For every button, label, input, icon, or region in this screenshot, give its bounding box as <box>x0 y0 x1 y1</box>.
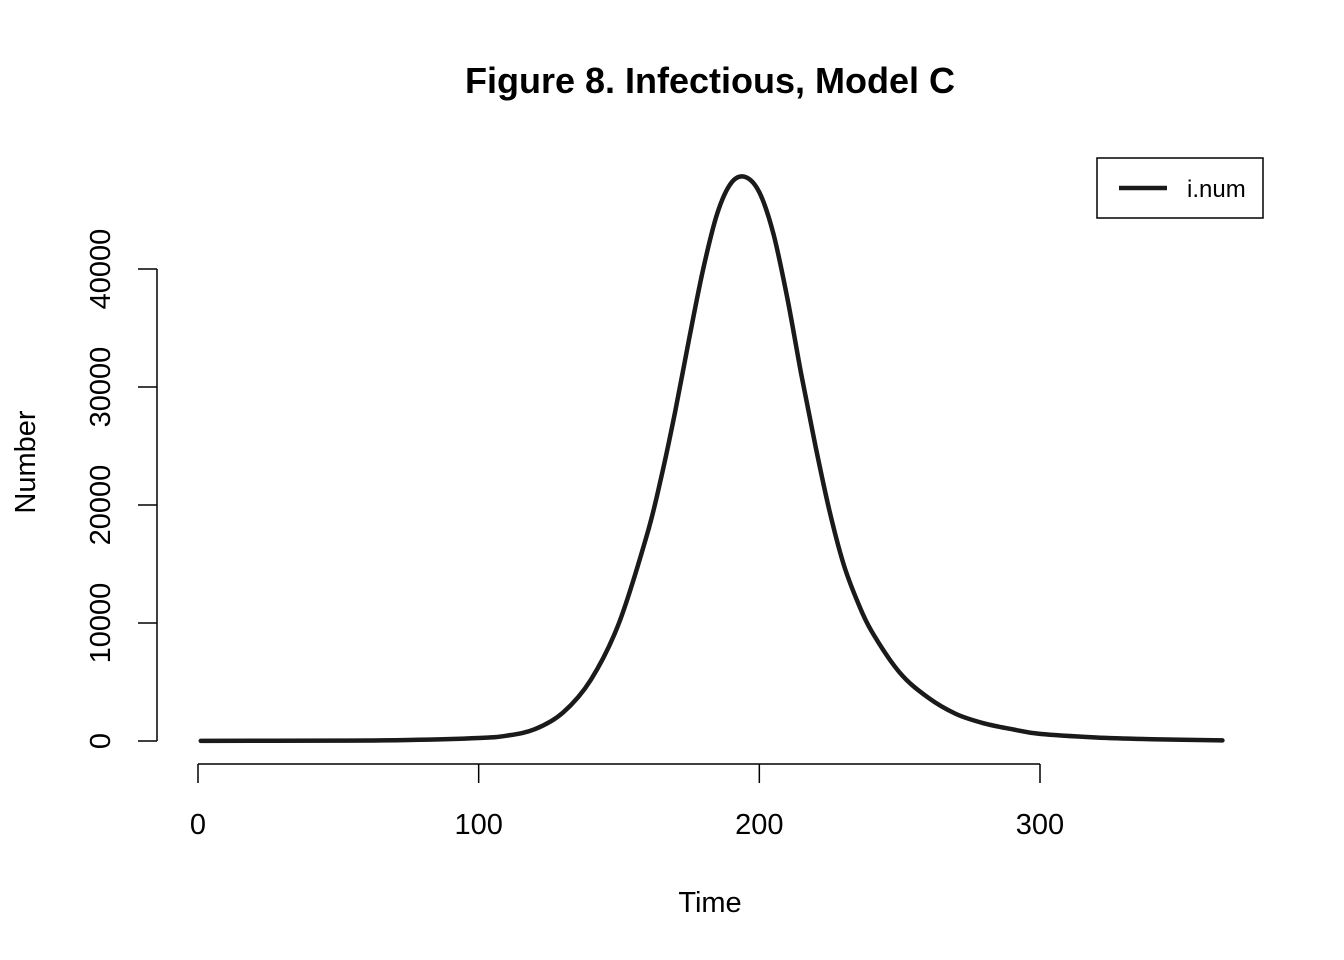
chart-title: Figure 8. Infectious, Model C <box>465 60 955 101</box>
y-tick-label: 10000 <box>85 583 117 664</box>
legend-label-i-num: i.num <box>1187 176 1246 203</box>
x-axis: 0 100 200 300 <box>190 763 1064 841</box>
x-tick-label: 0 <box>190 809 206 841</box>
x-tick-label: 200 <box>735 809 783 841</box>
y-axis-label: Number <box>10 410 42 513</box>
x-axis-label: Time <box>678 887 741 919</box>
y-tick-label: 0 <box>85 733 117 749</box>
x-tick-label: 300 <box>1016 809 1064 841</box>
y-tick-label: 40000 <box>85 229 117 310</box>
y-axis: 0 10000 20000 30000 40000 <box>85 229 158 749</box>
series-layer <box>198 174 1225 744</box>
series-line-i-num <box>198 174 1225 744</box>
y-tick-label: 20000 <box>85 465 117 546</box>
legend: i.num <box>1096 157 1264 219</box>
x-tick-label: 100 <box>454 809 502 841</box>
y-tick-label: 30000 <box>85 347 117 428</box>
